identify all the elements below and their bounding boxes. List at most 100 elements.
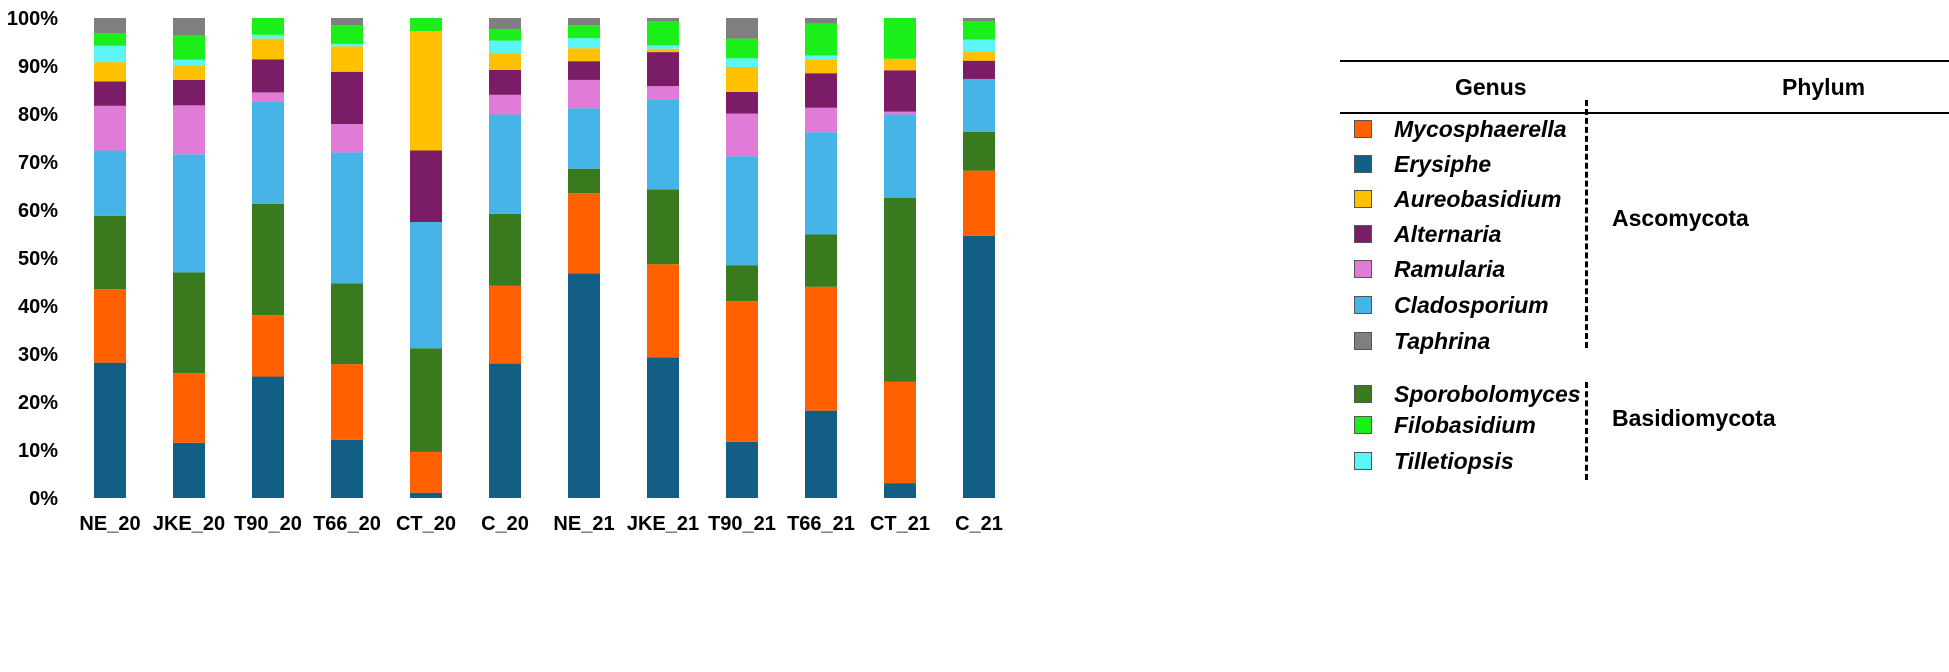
legend-label: Sporobolomyces xyxy=(1394,380,1581,407)
y-tick-label: 30% xyxy=(18,344,58,366)
bar-segment-cladosporium xyxy=(94,150,126,216)
bar-segment-ramularia xyxy=(489,94,521,115)
bar-segment-mycosphaerella xyxy=(568,193,600,274)
bar-segment-mycosphaerella xyxy=(489,285,521,364)
basidiomycota-bracket xyxy=(1585,382,1588,480)
bar-segment-mycosphaerella xyxy=(173,373,205,443)
bar-segment-aureobasidium xyxy=(489,53,521,70)
y-tick-label: 60% xyxy=(18,200,58,222)
bar-segment-mycosphaerella xyxy=(884,381,916,484)
legend-genus-header: Genus xyxy=(1455,74,1527,100)
legend-label: Erysiphe xyxy=(1394,150,1492,177)
x-tick-label: T66_20 xyxy=(313,513,381,535)
bar-segment-cladosporium xyxy=(963,78,995,132)
legend-item-sporobolomyces: Sporobolomyces xyxy=(1354,379,1581,409)
bar-segment-alternaria xyxy=(647,52,679,87)
legend-label: Ramularia xyxy=(1394,255,1506,282)
bar-segment-ramularia xyxy=(726,113,758,157)
bar-segment-cladosporium xyxy=(331,152,363,284)
bar-segment-sporobolomyces xyxy=(884,198,916,382)
bar-segment-sporobolomyces xyxy=(410,348,442,452)
bar-segment-taphrina xyxy=(647,18,679,22)
legend-swatch xyxy=(1354,120,1372,138)
x-tick-label: JKE_20 xyxy=(153,513,225,535)
bar-segment-filobasidium xyxy=(726,38,758,59)
legend-item-tilletiopsis: Tilletiopsis xyxy=(1354,446,1514,476)
bar-stack-jke-21 xyxy=(647,18,679,498)
bar-segment-taphrina xyxy=(963,18,995,22)
legend-label: Cladosporium xyxy=(1394,291,1549,318)
bar-segment-taphrina xyxy=(173,18,205,36)
phylum-label-basidiomycota: Basidiomycota xyxy=(1612,405,1776,431)
bar-segment-cladosporium xyxy=(726,156,758,266)
bar-stack-ct-20 xyxy=(410,18,442,498)
bar-segment-alternaria xyxy=(568,61,600,80)
bar-segment-aureobasidium xyxy=(252,38,284,60)
bar-segment-ramularia xyxy=(647,86,679,100)
bar-segment-filobasidium xyxy=(94,33,126,46)
bar-segment-aureobasidium xyxy=(805,59,837,74)
bar-segment-tilletiopsis xyxy=(252,34,284,39)
bar-stack-t66-21 xyxy=(805,18,837,498)
bar-segment-erysiphe xyxy=(647,357,679,498)
bar-segment-mycosphaerella xyxy=(410,451,442,493)
legend-swatch xyxy=(1354,452,1372,470)
bar-segment-erysiphe xyxy=(331,439,363,498)
bar-segment-tilletiopsis xyxy=(94,45,126,63)
bar-segment-alternaria xyxy=(173,79,205,106)
legend-label: Tilletiopsis xyxy=(1394,447,1514,474)
legend-swatch xyxy=(1354,260,1372,278)
bar-segment-sporobolomyces xyxy=(647,189,679,265)
x-axis: NE_20 JKE_20 T90_20 T66_20 CT_20 C_20 NE_21 JKE… xyxy=(79,513,1002,535)
legend-header-rule xyxy=(1340,112,1949,114)
legend-swatch xyxy=(1354,416,1372,434)
bar-segment-cladosporium xyxy=(410,222,442,349)
bar-segment-cladosporium xyxy=(647,99,679,190)
bar-segment-tilletiopsis xyxy=(726,58,758,67)
bar-segment-sporobolomyces xyxy=(805,234,837,287)
bar-segment-filobasidium xyxy=(884,18,916,59)
bar-segment-filobasidium xyxy=(489,29,521,41)
x-tick-label: NE_20 xyxy=(79,513,140,535)
bar-segment-filobasidium xyxy=(568,25,600,39)
bar-segment-aureobasidium xyxy=(94,62,126,82)
x-tick-label: T90_21 xyxy=(708,513,776,535)
bar-segment-tilletiopsis xyxy=(647,45,679,49)
y-tick-label: 70% xyxy=(18,152,58,174)
legend-item-erysiphe: Erysiphe xyxy=(1354,149,1491,179)
bar-segment-mycosphaerella xyxy=(805,286,837,411)
bar-segment-taphrina xyxy=(726,18,758,39)
bar-segment-alternaria xyxy=(726,91,758,114)
bar-segment-sporobolomyces xyxy=(331,283,363,365)
bar-segment-alternaria xyxy=(884,70,916,112)
x-tick-label: C_20 xyxy=(481,513,529,535)
bar-segment-alternaria xyxy=(94,81,126,106)
legend-item-aureobasidium: Aureobasidium xyxy=(1354,184,1561,214)
bar-segment-cladosporium xyxy=(489,114,521,214)
y-tick-label: 100% xyxy=(7,8,58,30)
bar-segment-filobasidium xyxy=(252,18,284,35)
bar-segment-erysiphe xyxy=(805,410,837,498)
bar-stack-c-20 xyxy=(489,18,521,498)
bar-segment-mycosphaerella xyxy=(252,315,284,377)
bar-segment-sporobolomyces xyxy=(726,265,758,302)
legend-label: Taphrina xyxy=(1394,327,1491,354)
legend-label: Filobasidium xyxy=(1394,411,1536,438)
bar-segment-ramularia xyxy=(805,107,837,133)
bar-segment-mycosphaerella xyxy=(331,364,363,440)
y-tick-label: 40% xyxy=(18,296,58,318)
bar-segment-sporobolomyces xyxy=(252,203,284,316)
y-tick-label: 50% xyxy=(18,248,58,270)
bar-segment-alternaria xyxy=(489,69,521,95)
bar-segment-alternaria xyxy=(963,60,995,79)
bar-segment-erysiphe xyxy=(726,441,758,498)
bar-segment-ramularia xyxy=(94,105,126,151)
bar-segment-sporobolomyces xyxy=(94,215,126,290)
bar-segment-erysiphe xyxy=(410,492,442,498)
legend-top-rule xyxy=(1340,60,1949,62)
bar-segment-erysiphe xyxy=(884,483,916,498)
bar-segment-mycosphaerella xyxy=(647,264,679,358)
bar-stack-t66-20 xyxy=(331,18,363,498)
bar-segment-ramularia xyxy=(568,79,600,109)
legend-item-mycosphaerella: Mycosphaerella xyxy=(1354,114,1567,144)
